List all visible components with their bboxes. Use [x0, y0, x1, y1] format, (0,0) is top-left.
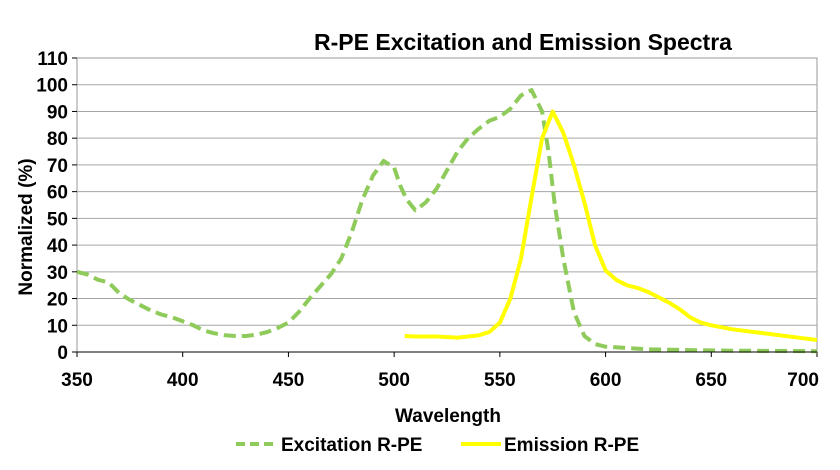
series-line-emission-r-pe	[404, 109, 818, 342]
y-axis-ticks: 0 10 20 30 40 50 60 70 80 90 100 110	[36, 49, 77, 364]
x-tick-label: 700	[787, 370, 819, 391]
x-tick-label: 500	[378, 370, 410, 391]
y-tick-label: 60	[47, 183, 68, 204]
y-tick-label: 70	[47, 156, 68, 177]
y-tick-label: 30	[47, 263, 68, 284]
x-axis-ticks: 350 400 450 500 550 600 650 700	[61, 352, 819, 391]
x-tick-label: 600	[590, 370, 622, 391]
x-tick-label: 450	[273, 370, 305, 391]
series-line-excitation-r-pe	[76, 88, 818, 354]
plot-area	[76, 57, 818, 353]
y-tick-label: 80	[47, 129, 68, 150]
series-layer	[76, 88, 818, 354]
legend-label-emission: Emission R-PE	[504, 435, 639, 456]
x-axis-label: Wavelength	[395, 406, 501, 427]
legend: Excitation R-PE Emission R-PE	[236, 435, 639, 456]
y-tick-label: 40	[47, 236, 68, 257]
x-tick-label: 350	[61, 370, 93, 391]
x-tick-label: 550	[484, 370, 516, 391]
gridlines	[77, 84, 817, 326]
y-tick-label: 10	[47, 316, 68, 337]
y-tick-label: 0	[57, 343, 68, 364]
y-tick-label: 20	[47, 290, 68, 311]
y-tick-label: 50	[47, 209, 68, 230]
chart-title: R-PE Excitation and Emission Spectra	[314, 29, 732, 55]
x-tick-label: 400	[167, 370, 199, 391]
legend-label-excitation: Excitation R-PE	[281, 435, 422, 456]
y-tick-label: 100	[36, 76, 68, 97]
y-tick-label: 90	[47, 102, 68, 123]
y-tick-label: 110	[37, 49, 68, 70]
y-axis-label: Normalized (%)	[16, 158, 37, 295]
x-tick-label: 650	[695, 370, 727, 391]
